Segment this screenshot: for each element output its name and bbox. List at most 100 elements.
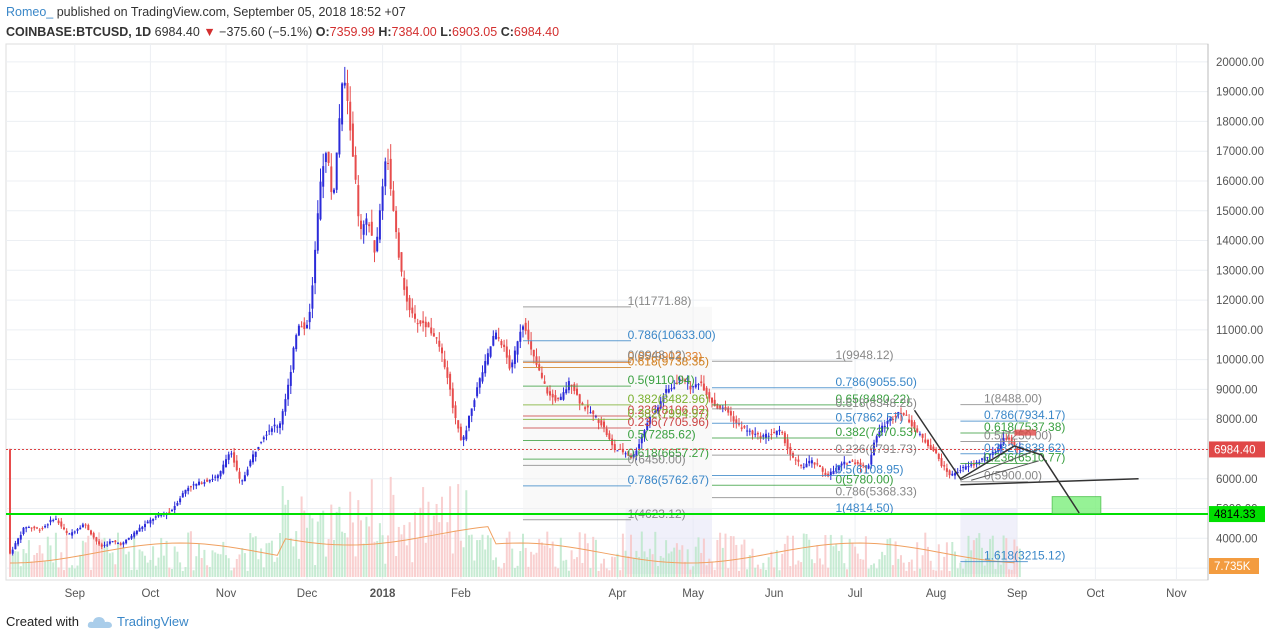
- candle-body: [616, 450, 619, 452]
- candle-body: [565, 389, 568, 394]
- candle-body: [500, 340, 503, 346]
- published-text: published on TradingView.com, September …: [56, 5, 406, 19]
- candle-body: [816, 463, 819, 465]
- candle-body: [773, 432, 776, 434]
- volume-bar: [605, 568, 608, 578]
- volume-bar: [127, 551, 130, 578]
- volume-bar: [430, 530, 433, 578]
- candle-body: [108, 541, 111, 544]
- volume-bar: [287, 499, 290, 578]
- candle-body: [476, 387, 479, 397]
- candle-body: [270, 428, 273, 432]
- volume-bar: [792, 535, 794, 578]
- candle-body: [265, 434, 268, 436]
- candle-body: [333, 189, 335, 193]
- fib-level-label: 0.786(7934.17): [984, 408, 1065, 422]
- volume-bar: [848, 538, 851, 578]
- volume-bar: [619, 570, 622, 578]
- candle-body: [786, 439, 789, 449]
- candle-body: [225, 459, 227, 468]
- candle-body: [640, 436, 643, 444]
- candle-body: [187, 487, 190, 492]
- volume-bar: [481, 534, 484, 578]
- time-tick-label: Dec: [297, 588, 318, 600]
- author-link[interactable]: Romeo_: [6, 5, 54, 19]
- candle-body: [443, 359, 446, 368]
- volume-bar: [241, 548, 244, 578]
- candle-body: [84, 524, 87, 526]
- candle-body: [789, 446, 792, 455]
- candle-body: [11, 549, 14, 554]
- volume-bar: [500, 568, 503, 578]
- volume-bar: [878, 559, 881, 578]
- volume-bar: [357, 500, 360, 578]
- volume-bar: [343, 532, 346, 578]
- volume-bar: [729, 536, 732, 578]
- candle-body: [581, 403, 584, 406]
- candle-body: [813, 462, 816, 465]
- created-with-text: Created with: [6, 614, 79, 629]
- candle-body: [883, 425, 886, 427]
- candle-body: [149, 519, 152, 524]
- volume-bar: [613, 557, 616, 578]
- volume-bar: [284, 504, 287, 578]
- candle-body: [168, 511, 171, 513]
- candle-body: [260, 441, 263, 443]
- volume-bar: [640, 531, 643, 578]
- candle-body: [41, 527, 44, 529]
- volume-bar: [765, 569, 767, 578]
- candle-body: [824, 472, 827, 476]
- volume-bar: [443, 534, 446, 578]
- candle-body: [918, 433, 921, 435]
- candle-body: [211, 478, 214, 480]
- tradingview-brand[interactable]: TradingView: [87, 614, 189, 629]
- volume-bar: [986, 553, 989, 578]
- volume-bar: [889, 538, 892, 578]
- volume-bar: [540, 542, 543, 578]
- volume-bar: [732, 536, 735, 578]
- candle-body: [611, 438, 614, 446]
- time-tick-label: Aug: [926, 588, 946, 600]
- candle-body: [662, 396, 665, 403]
- volume-bar: [740, 544, 743, 578]
- volume-bar: [621, 533, 624, 578]
- candle-body: [438, 340, 441, 347]
- volume-bar: [206, 565, 209, 578]
- candle-body: [670, 388, 673, 390]
- volume-bar: [837, 550, 840, 578]
- candle-body: [495, 332, 497, 340]
- volume-bar: [489, 537, 492, 578]
- candle-body: [511, 362, 514, 368]
- candle-body: [754, 433, 757, 435]
- candle-body: [576, 388, 578, 395]
- volume-bar: [981, 547, 983, 578]
- change-value: −375.60 (−5.1%): [219, 25, 313, 39]
- volume-bar: [635, 550, 638, 578]
- candle-body: [111, 541, 114, 543]
- candle-body: [524, 322, 527, 331]
- fib-level-label: 0.65(8480.22): [836, 392, 911, 406]
- symbol-name[interactable]: COINBASE:BTCUSD, 1D: [6, 25, 152, 39]
- volume-bar: [427, 501, 430, 578]
- fib-level-label: 0.65(9903.33): [628, 350, 703, 364]
- candle-body: [365, 218, 368, 225]
- volume-bar: [816, 545, 819, 578]
- candle-body: [427, 322, 430, 328]
- candle-body: [694, 384, 697, 388]
- volume-bar: [414, 512, 416, 578]
- volume-bar: [208, 566, 211, 578]
- volume-bar: [227, 558, 230, 578]
- candle-body: [308, 311, 311, 323]
- volume-bar: [708, 558, 711, 578]
- candle-body: [1005, 437, 1008, 440]
- candle-body: [808, 460, 811, 464]
- candle-body: [368, 224, 371, 227]
- volume-tag-label: 7.735K: [1214, 561, 1251, 573]
- volume-bar: [522, 533, 524, 578]
- candle-body: [573, 384, 576, 391]
- fib-level-label: 0.786(5762.67): [628, 473, 709, 487]
- price-chart[interactable]: 20000.00 19000.00 18000.00 17000.00 16000.00…: [0, 42, 1274, 608]
- candle-body: [867, 465, 870, 469]
- candle-body: [835, 467, 838, 472]
- volume-bar: [700, 552, 703, 578]
